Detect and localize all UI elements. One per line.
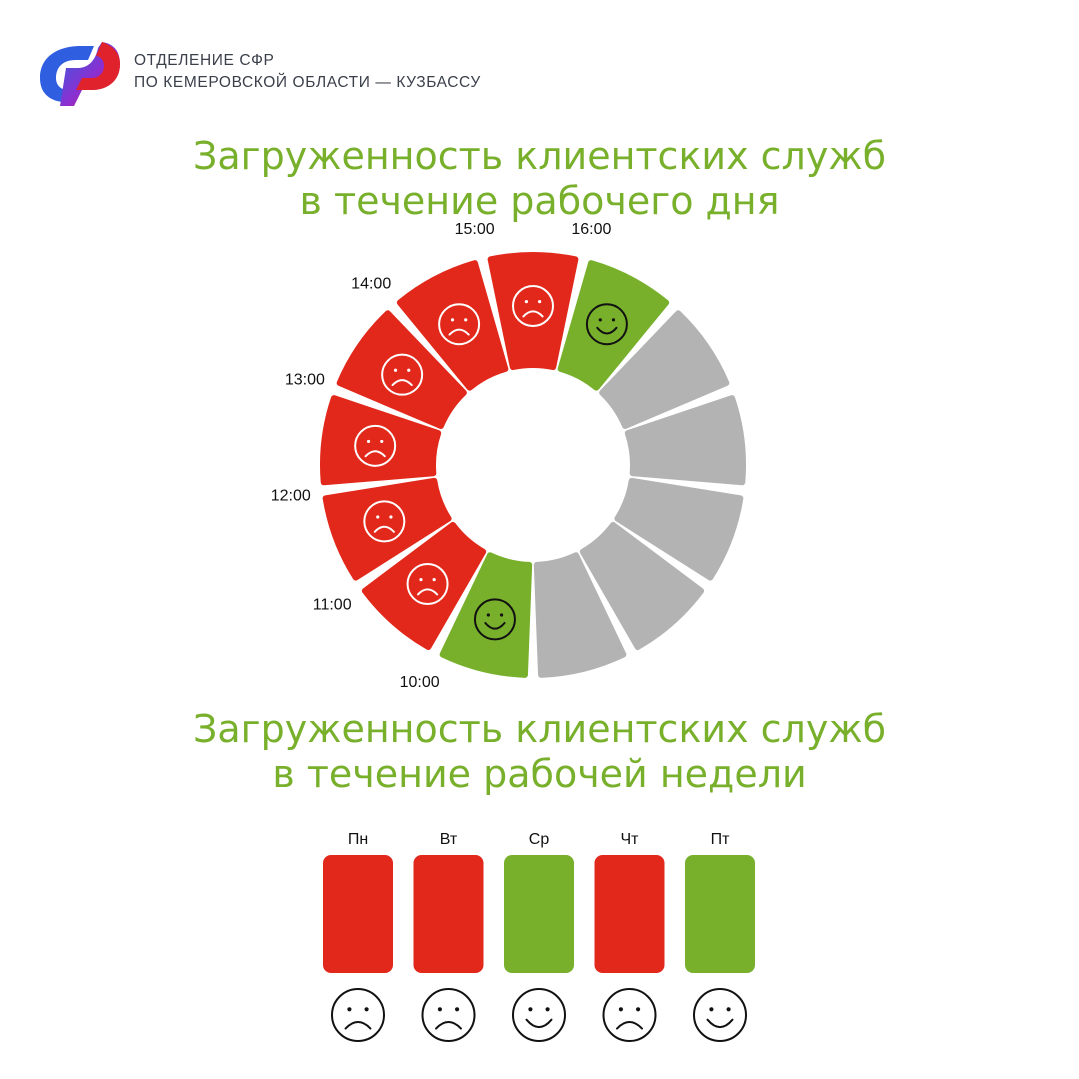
ring-segment-16:00 — [557, 260, 670, 391]
happy-face-icon — [585, 303, 628, 346]
day-bar-Вт — [413, 855, 484, 973]
sad-face-icon — [421, 988, 476, 1042]
ring-segment-closed-9 — [624, 395, 746, 486]
day-title-line1: Загруженность клиентских служб — [192, 134, 887, 178]
ring-segment-13:00 — [336, 310, 467, 429]
sad-face-icon — [512, 285, 554, 327]
day-title-line2: в течение рабочего дня — [299, 179, 780, 223]
day-bar-Пн — [323, 855, 393, 973]
time-label: 16:00 — [571, 221, 611, 238]
ring-segment-10:00 — [361, 521, 487, 651]
time-label: 14:00 — [351, 275, 391, 292]
sad-face-icon — [363, 500, 406, 543]
time-label: 11:00 — [313, 597, 352, 614]
sad-face-icon — [406, 563, 449, 606]
org-name-line1: ОТДЕЛЕНИЕ СФР — [134, 52, 275, 69]
ring-segment-closed-12 — [533, 552, 627, 678]
sad-face-icon — [381, 353, 424, 396]
time-label: 13:00 — [285, 371, 325, 388]
org-name-line2: ПО КЕМЕРОВСКОЙ ОБЛАСТИ — КУЗБАССУ — [134, 74, 481, 91]
time-label: 12:00 — [271, 487, 311, 504]
week-title-line1: Загруженность клиентских служб — [192, 707, 887, 751]
day-bar-Пт — [685, 855, 755, 973]
ring-segment-11:00 — [322, 477, 452, 581]
sad-face-icon — [354, 424, 397, 467]
day-label: Чт — [621, 831, 640, 848]
sfr-logo — [40, 42, 120, 106]
day-bar-Ср — [504, 855, 574, 973]
happy-face-icon — [473, 598, 516, 641]
day-label: Пт — [711, 831, 731, 848]
ring-segment-closed-10 — [614, 477, 744, 581]
ring-segment-14:00 — [396, 260, 509, 391]
ring-segment-12:00 — [320, 395, 442, 486]
day-label: Пн — [348, 831, 368, 848]
ring-segment-closed-11 — [579, 521, 705, 651]
sad-face-icon — [331, 988, 385, 1042]
day-bar-Чт — [594, 855, 665, 973]
happy-face-icon — [512, 988, 566, 1042]
week-title-line2: в течение рабочей недели — [272, 752, 807, 796]
time-label: 15:00 — [455, 221, 495, 238]
sad-face-icon — [438, 303, 481, 346]
ring-segment-8:30 — [439, 552, 533, 678]
happy-face-icon — [693, 988, 747, 1042]
day-label: Ср — [529, 831, 550, 848]
ring-segment-closed-8 — [599, 310, 730, 429]
day-label: Вт — [440, 831, 458, 848]
sad-face-icon — [602, 988, 657, 1042]
time-label: 10:00 — [400, 674, 440, 691]
